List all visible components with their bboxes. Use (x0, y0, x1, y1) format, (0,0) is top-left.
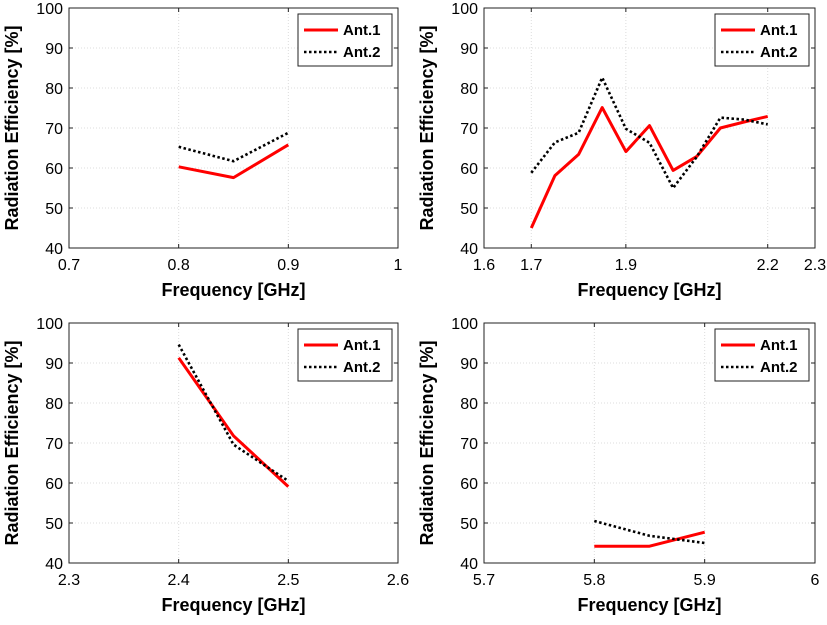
x-axis-label: Frequency [GHz] (161, 595, 305, 615)
y-tick-label: 70 (460, 121, 478, 138)
legend-label: Ant.1 (343, 337, 381, 354)
y-tick-label: 50 (460, 516, 478, 533)
chart-panel-bottom-left: 2.3 2.4 2.5 2.6 40 50 60 70 80 90 100 Frequency [GH… (2, 316, 409, 615)
x-tick-label: 0.8 (168, 257, 190, 274)
x-tick-label: 5.9 (694, 572, 716, 589)
y-tick-label: 90 (460, 356, 478, 373)
series-line-ant2 (593, 519, 705, 545)
x-tick-label: 2.6 (387, 572, 409, 589)
y-tick-label: 90 (45, 356, 63, 373)
x-tick-label: 0.7 (58, 257, 80, 274)
x-axis-label: Frequency [GHz] (577, 280, 721, 300)
x-tick-label: 2.5 (277, 572, 299, 589)
y-tick-label: 90 (45, 41, 63, 58)
legend-label: Ant.2 (343, 44, 381, 61)
series-line-ant2 (530, 76, 768, 190)
y-tick-label: 40 (45, 241, 63, 258)
y-tick-label: 50 (45, 201, 63, 218)
series-line-ant1 (177, 356, 290, 488)
y-tick-label: 100 (451, 316, 478, 333)
y-tick-label: 70 (460, 436, 478, 453)
y-tick-label: 40 (460, 241, 478, 258)
x-tick-label: 2.3 (58, 572, 80, 589)
series-line-ant2 (178, 131, 289, 163)
x-tick-label: 1 (394, 257, 403, 274)
chart-panel-top-left: 0.7 0.8 0.9 1 40 50 60 70 80 90 100 Frequency [GHz]… (2, 1, 403, 300)
legend-label: Ant.1 (343, 22, 381, 39)
legend-box (297, 328, 393, 382)
y-tick-label: 80 (460, 81, 478, 98)
y-tick-label: 70 (45, 436, 63, 453)
y-tick-label: 80 (460, 396, 478, 413)
legend: Ant.1 Ant.2 (297, 328, 393, 382)
chart-panel-bottom-right: 5.7 5.8 5.9 6 40 50 60 70 80 90 100 Frequency [GHz]… (417, 316, 820, 615)
y-tick-label: 100 (36, 1, 63, 18)
x-tick-label: 0.9 (277, 257, 299, 274)
y-tick-label: 70 (45, 121, 63, 138)
legend-label: Ant.2 (343, 359, 381, 376)
y-tick-label: 40 (460, 556, 478, 573)
y-tick-label: 60 (460, 161, 478, 178)
x-tick-label: 6 (811, 572, 820, 589)
y-axis-label: Radiation Efficiency [%] (417, 25, 437, 230)
legend-box (714, 328, 810, 382)
x-axis-label: Frequency [GHz] (577, 595, 721, 615)
y-tick-label: 80 (45, 81, 63, 98)
series-line-ant1 (529, 106, 769, 229)
x-tick-label: 2.4 (168, 572, 190, 589)
x-axis-label: Frequency [GHz] (161, 280, 305, 300)
y-tick-label: 40 (45, 556, 63, 573)
legend-label: Ant.2 (760, 44, 798, 61)
y-tick-label: 100 (451, 1, 478, 18)
legend: Ant.1 Ant.2 (297, 13, 393, 67)
chart-panel-top-right: 1.6 1.7 1.9 2.2 2.3 40 50 60 70 80 90 100 Frequency … (417, 1, 826, 300)
legend: Ant.1 Ant.2 (714, 328, 810, 382)
series-line-ant1 (178, 143, 290, 180)
y-tick-label: 50 (460, 201, 478, 218)
y-tick-label: 80 (45, 396, 63, 413)
y-tick-label: 50 (45, 516, 63, 533)
series-line-ant2 (177, 343, 290, 483)
y-axis-label: Radiation Efficiency [%] (417, 340, 437, 545)
x-tick-label: 5.8 (583, 572, 605, 589)
legend-label: Ant.1 (760, 22, 798, 39)
y-tick-label: 90 (460, 41, 478, 58)
legend-label: Ant.2 (760, 359, 798, 376)
y-axis-label: Radiation Efficiency [%] (2, 25, 22, 230)
y-axis-label: Radiation Efficiency [%] (2, 340, 22, 545)
legend-box (714, 13, 810, 67)
y-tick-label: 60 (460, 476, 478, 493)
y-tick-label: 60 (45, 161, 63, 178)
x-tick-label: 1.9 (615, 257, 637, 274)
x-tick-label: 1.6 (473, 257, 495, 274)
y-tick-label: 60 (45, 476, 63, 493)
x-tick-label: 5.7 (473, 572, 495, 589)
y-tick-label: 100 (36, 316, 63, 333)
x-tick-label: 2.2 (757, 257, 779, 274)
legend-box (297, 13, 393, 67)
legend: Ant.1 Ant.2 (714, 13, 810, 67)
x-tick-label: 2.3 (804, 257, 826, 274)
x-tick-label: 1.7 (520, 257, 542, 274)
series-line-ant1 (594, 530, 706, 548)
legend-label: Ant.1 (760, 337, 798, 354)
